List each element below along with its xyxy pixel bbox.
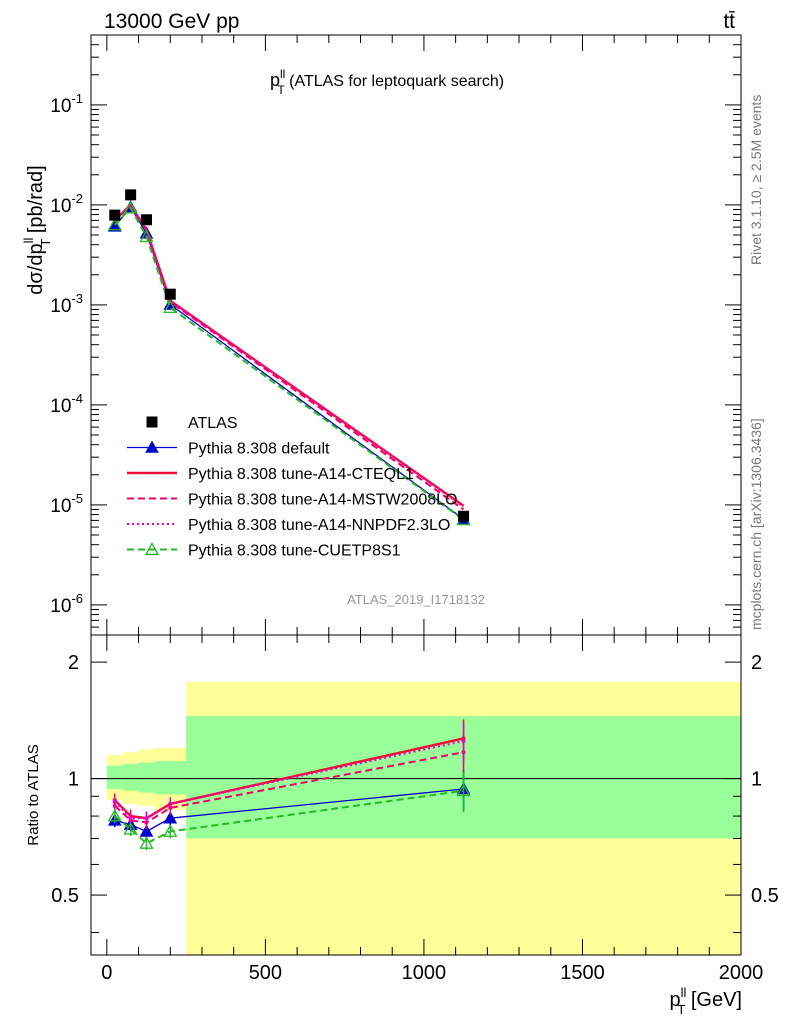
legend-marker — [145, 440, 159, 453]
ratio-series-point — [123, 821, 138, 835]
ratio-series-point — [112, 799, 117, 804]
main-title: pll T (ATLAS for leptoquark search) — [270, 67, 504, 97]
process-label: tt̄ — [723, 10, 735, 33]
data-point — [109, 209, 121, 221]
main-ytick-label: 10-2 — [50, 191, 83, 217]
ratio-ytick-label: 2 — [68, 652, 79, 674]
legend-label: ATLAS — [188, 415, 238, 432]
main-ytick-label: 10-3 — [50, 291, 83, 317]
energy-label: 13000 GeV pp — [104, 10, 239, 33]
legend-label: Pythia 8.308 tune-A14-MSTW2008LO — [188, 492, 457, 509]
main-series-point — [163, 300, 178, 314]
ratio-curves — [107, 719, 471, 851]
main-curves — [107, 189, 471, 526]
main-ticks: 10-6 10-5 10-4 10-3 10-2 10-1 — [50, 34, 742, 636]
main-title-p: p — [270, 70, 280, 90]
ratio-series-point — [107, 808, 122, 822]
main-ytick-label: 10-5 — [50, 491, 83, 517]
xlabel-rest: [GeV] — [685, 989, 742, 1011]
side-label-bottom: mcplots.cern.ch [arXiv:1306.3436] — [748, 418, 764, 630]
main-panel: 10-610-510-410-310-210-1 pll T (ATLAS for… — [21, 34, 742, 636]
ratio-xlabel: pll T [GeV] — [669, 985, 742, 1017]
ylabel-a: dσ/dp — [25, 243, 47, 294]
ratio-ytick-label: 1 — [68, 769, 79, 791]
ratio-panel: 0.5 0.5 1 1 2 2 0 500 1000 1500 2000 Ratio to ATLA… — [25, 634, 779, 1017]
xlabel-sub: T — [677, 1002, 685, 1017]
ratio-band-green — [154, 761, 187, 795]
main-series-line — [114, 204, 465, 511]
legend-data-marker — [146, 416, 158, 428]
ratio-xtick-label: 1500 — [560, 962, 605, 984]
ylabel-sup: ll — [21, 238, 36, 244]
ylabel-b: [pb/rad] — [25, 165, 47, 238]
main-ytick-label: 10-1 — [50, 91, 83, 117]
main-title-rest: (ATLAS for leptoquark search) — [285, 73, 504, 90]
main-ylabel: dσ/dpll T [pb/rad] — [21, 165, 53, 294]
main-series-line — [113, 203, 465, 507]
main-series-point — [107, 219, 122, 232]
legend-label: Pythia 8.308 tune-A14-CTEQL1 — [188, 466, 414, 483]
legend-marker — [144, 542, 160, 555]
ratio-series-point — [456, 783, 471, 797]
ratio-xtick-label: 500 — [249, 962, 282, 984]
ratio-xtick-label: 0 — [101, 962, 112, 984]
ratio-series-point — [163, 824, 178, 837]
ratio-frame — [90, 634, 742, 956]
main-title-sup: ll — [280, 67, 285, 81]
legend-label: Pythia 8.308 default — [188, 441, 330, 458]
main-series-point — [123, 200, 138, 214]
data-point — [164, 288, 176, 300]
ratio-xtick-label: 2000 — [719, 962, 764, 984]
ratio-series-point — [144, 816, 149, 821]
data-point — [125, 189, 137, 201]
data-point — [140, 214, 152, 226]
ratio-series-point — [139, 836, 154, 849]
data-point — [458, 510, 470, 522]
ratio-ytick-label-right: 1 — [751, 769, 762, 791]
ratio-ticks: 0.5 0.5 1 1 2 2 0 500 1000 1500 2000 — [51, 635, 779, 984]
ratio-ytick-label: 0.5 — [51, 885, 79, 907]
ratio-series-line — [114, 740, 464, 820]
ratio-band-layer — [106, 681, 741, 955]
ylabel-sub: T — [38, 239, 53, 247]
legend-label: Pythia 8.308 tune-A14-NNPDF2.3LO — [188, 517, 450, 534]
ratio-series-point — [163, 811, 178, 824]
ratio-series-point — [461, 739, 466, 744]
ratio-band-green — [122, 764, 139, 791]
ratio-ylabel: Ratio to ATLAS — [25, 744, 42, 845]
main-title-sub: T — [277, 83, 285, 97]
ratio-band-green — [106, 765, 123, 789]
side-label-top: Rivet 3.1.10, ≥ 2.5M events — [748, 95, 764, 265]
main-series-point — [139, 229, 154, 243]
main-series-line — [114, 206, 465, 521]
legend: ATLAS Pythia 8.308 default Pythia 8.308 tu… — [127, 415, 457, 560]
analysis-id: ATLAS_2019_I1718132 — [347, 592, 485, 607]
main-series-point — [107, 217, 122, 231]
legend-label: Pythia 8.308 tune-CUETP8S1 — [188, 543, 401, 560]
ratio-band-green — [138, 762, 155, 793]
main-ytick-label: 10-4 — [50, 391, 83, 417]
ratio-ytick-label-right: 2 — [751, 652, 762, 674]
xlabel-p: p — [669, 989, 680, 1011]
ratio-series-point — [128, 816, 133, 821]
main-ytick-label: 10-6 — [50, 591, 83, 617]
main-series-line — [114, 203, 465, 508]
ratio-series-point — [168, 801, 173, 806]
xlabel-sup: ll — [681, 985, 687, 1000]
ratio-ytick-label-right: 0.5 — [751, 885, 779, 907]
ratio-series-line — [114, 789, 464, 845]
ratio-xtick-label: 1000 — [402, 962, 447, 984]
